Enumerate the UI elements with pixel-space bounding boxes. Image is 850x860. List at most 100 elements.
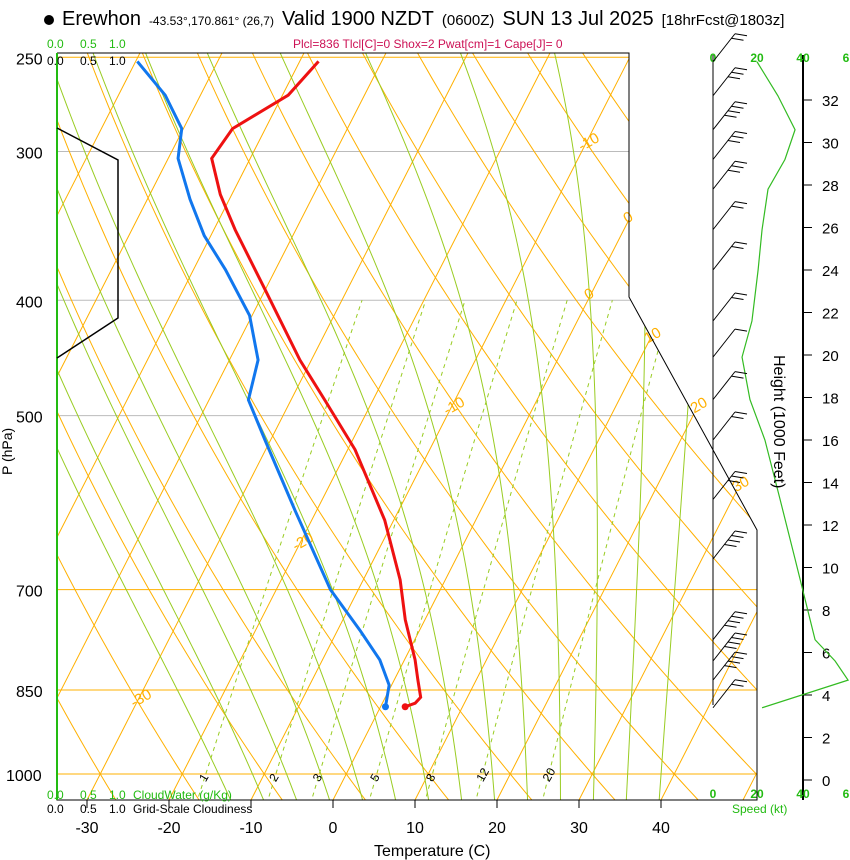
- wind-barb-flag: [734, 651, 748, 655]
- pressure-tick-label: 850: [16, 684, 43, 701]
- height-tick-label: 16: [822, 433, 839, 450]
- height-tick-label: 10: [822, 561, 839, 578]
- wind-barb-flag: [734, 371, 748, 375]
- wind-barb-shaft: [712, 471, 736, 500]
- wind-barb-flag: [731, 246, 744, 249]
- height-tick-label: 32: [822, 93, 839, 110]
- wind-barb-flag: [734, 530, 748, 534]
- wind-barb-flag: [734, 679, 748, 683]
- moist-adiabat-line: [357, 53, 529, 800]
- wind-barb-flag: [727, 620, 741, 624]
- wind-barb-flag: [734, 201, 748, 205]
- speed-tick-label: 0: [710, 787, 717, 801]
- wind-barb: [712, 411, 748, 441]
- wind-barb-flag: [731, 297, 744, 300]
- wind-barb-flag: [734, 241, 748, 245]
- wind-barb-shaft: [712, 67, 736, 97]
- moist-adiabat-line: [658, 53, 707, 800]
- speed-tick-label: 40: [796, 51, 810, 65]
- dry-adiabat-line: [57, 53, 453, 800]
- wind-barb-shaft: [712, 679, 736, 709]
- temperature-tick-label: -10: [239, 820, 262, 837]
- surface-dewpoint-dot: [381, 703, 389, 711]
- wind-barb-flag: [731, 105, 744, 109]
- wind-barb: [712, 160, 748, 190]
- isotherm-label: 0: [620, 208, 636, 227]
- wind-barb-shaft: [712, 651, 736, 681]
- temperature-line: [210, 60, 423, 709]
- isotherm-line: [57, 53, 149, 800]
- dry-adiabat-line: [298, 53, 757, 800]
- height-tick-label: 28: [822, 178, 839, 195]
- forecast-info: [18hrFcst@1803z]: [661, 12, 785, 29]
- wind-barb-flag: [727, 76, 741, 80]
- dry-adiabat-line: [244, 53, 757, 800]
- dry-adiabat-line: [189, 53, 703, 800]
- wind-barb: [712, 131, 748, 160]
- wind-barb-flag: [731, 656, 744, 660]
- station-dot-icon: [44, 14, 54, 25]
- moist-adiabat-line: [57, 53, 365, 800]
- moist-adiabat-line: [57, 53, 299, 800]
- dry-adiabat-line: [135, 53, 620, 800]
- wind-barb-flag: [731, 135, 744, 139]
- wind-barb-flag: [734, 131, 748, 134]
- speed-tick-label: 40: [796, 787, 810, 801]
- isotherm-label: 20: [688, 394, 711, 417]
- isotherm-line: [658, 53, 757, 800]
- wind-barb: [712, 471, 748, 500]
- isotherm-line: [57, 53, 231, 800]
- valid-date: SUN 13 Jul 2025: [502, 8, 654, 30]
- wind-barb-flag: [734, 292, 748, 296]
- temperature-tick-label: 20: [488, 820, 506, 837]
- moist-adiabat-line: [453, 53, 561, 800]
- wind-barb-shaft: [712, 328, 736, 358]
- height-tick-label: 14: [822, 476, 839, 493]
- wind-barb-flag: [734, 632, 748, 636]
- wind-barb-shaft: [712, 160, 736, 190]
- wind-barb: [712, 241, 748, 271]
- mixing-ratio-line: [195, 300, 363, 800]
- cloud-fraction-line: [56, 127, 119, 359]
- wind-barb-flag: [731, 615, 744, 619]
- wind-barb-flag: [734, 471, 748, 474]
- wind-barb-shaft: [712, 632, 736, 662]
- mixing-ratio-line: [474, 300, 613, 800]
- dry-adiabat-line: [462, 53, 757, 800]
- moist-adiabat-line: [86, 53, 397, 800]
- isotherm-line: [166, 53, 559, 800]
- mixing-ratio-line: [367, 300, 518, 800]
- stability-indices: Plcl=836 Tlcl[C]=0 Shox=2 Pwat[cm]=1 Cap…: [293, 37, 563, 51]
- wind-barb-flag: [731, 165, 744, 169]
- cloud-tick: 0.0: [47, 54, 64, 68]
- wind-barb: [712, 679, 748, 709]
- wind-barb-flag: [731, 416, 744, 419]
- height-tick-label: 4: [822, 688, 830, 705]
- mixing-ratio-label: 1: [196, 771, 212, 784]
- cloud-tick: 1.0: [109, 54, 126, 68]
- wind-barb-flag: [727, 641, 741, 645]
- isotherm-line: [494, 53, 757, 800]
- station-coords: -43.53°,170.861° (26,7): [148, 14, 274, 28]
- height-tick-label: 18: [822, 391, 839, 408]
- wind-barb-shaft: [712, 131, 736, 160]
- pressure-tick-label: 700: [16, 584, 43, 601]
- height-axis-label: Height (1000 Feet): [770, 355, 787, 488]
- moist-adiabat-line: [57, 53, 332, 800]
- moist-adiabat-line: [199, 53, 463, 800]
- wind-barb-shaft: [712, 292, 736, 322]
- cloud-tick: 1.0: [109, 788, 126, 802]
- wind-barb-shaft: [712, 101, 736, 131]
- pressure-tick-label: 500: [16, 410, 43, 427]
- wind-barb-shaft: [712, 33, 736, 63]
- dry-adiabat-line: [407, 53, 757, 800]
- wind-barb-flag: [731, 375, 744, 379]
- mixing-ratio-label: 3: [310, 771, 326, 784]
- wind-barb-shaft: [712, 201, 736, 230]
- x-axis-label: Temperature (C): [374, 843, 490, 860]
- station-name: Erewhon: [62, 8, 141, 30]
- speed-tick-label: 20: [750, 51, 764, 65]
- mixing-ratio-line: [309, 300, 466, 800]
- cloud-tick: 0.0: [47, 802, 64, 816]
- temperature-tick-label: 40: [652, 820, 670, 837]
